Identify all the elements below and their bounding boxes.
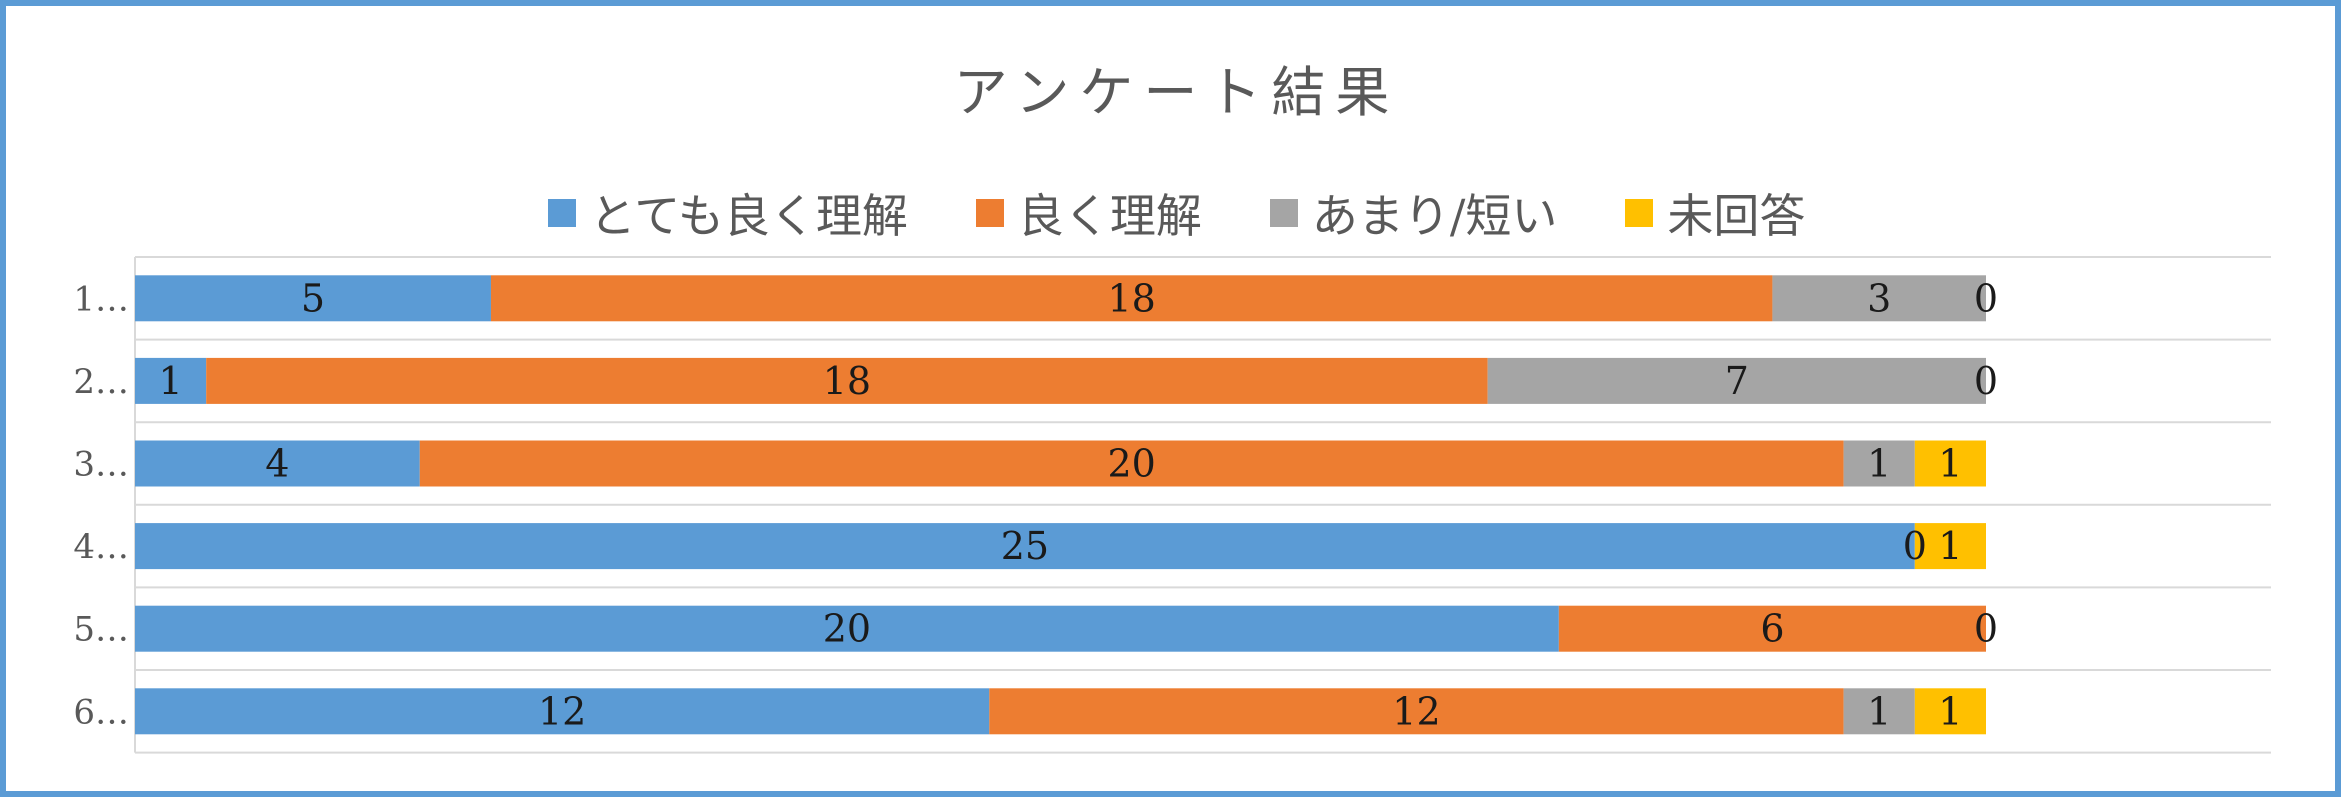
bar-segment xyxy=(1843,440,1915,487)
data-label: 6 xyxy=(1760,607,1784,651)
bar-segment xyxy=(989,688,1844,735)
data-label: 18 xyxy=(1108,276,1156,320)
gridlines xyxy=(134,256,2271,754)
data-label: 7 xyxy=(1725,359,1749,403)
legend-item-very-well: とても良く理解 xyxy=(547,180,908,246)
legend-label-well: 良く理解 xyxy=(1017,189,1202,243)
bar-segments xyxy=(135,275,1986,735)
legend-swatch-no-answer xyxy=(1625,199,1654,227)
data-label: 18 xyxy=(823,359,871,403)
data-labels: 5 18 3 01 18 7 04 20 1 125 0 120 6 012 12 1 1 xyxy=(159,276,1999,733)
legend-item-not-much: あまり/短い xyxy=(1269,180,1558,246)
category-label: 5… xyxy=(73,610,129,650)
bar-segment xyxy=(135,523,1915,570)
bar-segment xyxy=(135,688,990,735)
data-label: 3 xyxy=(1867,276,1891,320)
legend-item-no-answer: 未回答 xyxy=(1625,180,1805,246)
category-label: 4… xyxy=(73,527,129,567)
bar-segment xyxy=(1772,275,1986,322)
data-label: 0 xyxy=(1903,524,1927,568)
bar-segment xyxy=(1914,523,1986,570)
bar-segment xyxy=(135,440,420,487)
data-label: 0 xyxy=(1974,276,1998,320)
bar-segment xyxy=(135,275,491,322)
data-label: 4 xyxy=(265,442,289,486)
bar-segment xyxy=(1914,440,1986,487)
plot-area: 5 18 3 01 18 7 04 20 1 125 0 120 6 012 12 1 1 1…2…3…4…5…… xyxy=(73,256,2271,754)
data-label: 20 xyxy=(1108,442,1156,486)
bar-segment xyxy=(1487,357,1986,404)
legend-swatch-not-much xyxy=(1269,199,1298,227)
data-label: 1 xyxy=(1867,442,1891,486)
chart-title: アンケート結果 xyxy=(953,61,1400,124)
chart-legend: とても良く理解 良く理解 あまり/短い 未回答 xyxy=(6,180,2341,246)
data-label: 12 xyxy=(538,689,586,733)
category-label: 6… xyxy=(73,692,129,732)
bar-segment xyxy=(1914,688,1986,735)
data-label: 0 xyxy=(1974,359,1998,403)
legend-label-not-much: あまり/短い xyxy=(1311,189,1558,243)
data-label: 25 xyxy=(1001,524,1049,568)
category-label: 1… xyxy=(73,279,129,319)
bar-segment xyxy=(206,357,1488,404)
data-label: 1 xyxy=(1938,689,1962,733)
legend-item-well: 良く理解 xyxy=(975,180,1202,246)
data-label: 12 xyxy=(1392,689,1440,733)
category-label: 3… xyxy=(73,445,129,485)
legend-label-very-well: とても良く理解 xyxy=(589,189,908,243)
data-label: 1 xyxy=(1938,524,1962,568)
bar-segment xyxy=(135,357,207,404)
category-label: 2… xyxy=(73,362,129,402)
data-label: 5 xyxy=(301,276,325,320)
data-label: 1 xyxy=(1938,442,1962,486)
bar-segment xyxy=(1843,688,1915,735)
legend-swatch-well xyxy=(975,199,1004,227)
legend-swatch-very-well xyxy=(547,199,576,227)
data-label: 1 xyxy=(159,359,183,403)
data-label: 1 xyxy=(1867,689,1891,733)
bar-segment xyxy=(490,275,1773,322)
data-label: 20 xyxy=(823,607,871,651)
data-label: 0 xyxy=(1974,607,1998,651)
bar-segment xyxy=(135,605,1559,652)
bar-segment xyxy=(1558,605,1986,652)
legend-label-no-answer: 未回答 xyxy=(1667,189,1806,243)
category-labels: 1… 2… 3… 4… 5… 6… xyxy=(73,279,129,732)
bar-segment xyxy=(419,440,1844,487)
